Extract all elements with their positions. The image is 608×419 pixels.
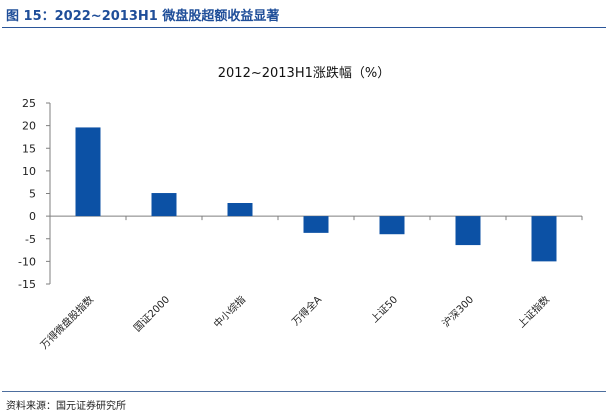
bar	[151, 193, 177, 217]
source-divider	[2, 391, 606, 392]
x-category-label: 中小综指	[211, 293, 248, 330]
category-label-layer: 万得微盘股指数 国证2000 中小综指 万得全A 上证50 沪深300 上证指数	[37, 293, 552, 352]
x-category-label: 万得微盘股指数	[37, 293, 96, 352]
bar	[227, 203, 253, 217]
y-tick-label: -10	[18, 255, 36, 268]
axis-layer: 25 20 15 10 5 0 -5 -10 -15	[18, 97, 583, 291]
source-note: 资料来源：国元证券研究所	[6, 401, 126, 412]
y-tick-label: 15	[22, 142, 36, 155]
y-tick-label: 20	[22, 120, 36, 133]
figure-title: 图 15：2022~2013H1 微盘股超额收益显著	[6, 9, 280, 24]
bar	[531, 216, 557, 262]
y-tick-label: -15	[18, 278, 36, 291]
chart-title: 2012~2013H1涨跌幅（%）	[218, 65, 390, 81]
title-divider	[2, 27, 606, 28]
bar	[379, 216, 405, 235]
bar	[455, 216, 481, 246]
x-category-label: 国证2000	[131, 294, 172, 335]
bar	[303, 216, 329, 233]
x-category-label: 上证指数	[515, 293, 552, 330]
y-tick-label: 10	[22, 165, 36, 178]
y-tick-label: -5	[25, 233, 36, 246]
y-tick-label: 5	[29, 188, 36, 201]
bar-layer	[75, 127, 557, 262]
x-category-label: 万得全A	[289, 293, 324, 328]
y-tick-label: 0	[29, 210, 36, 223]
y-tick-label: 25	[22, 97, 36, 110]
bar	[75, 127, 101, 217]
x-category-label: 上证50	[368, 294, 400, 326]
x-category-label: 沪深300	[439, 293, 476, 330]
